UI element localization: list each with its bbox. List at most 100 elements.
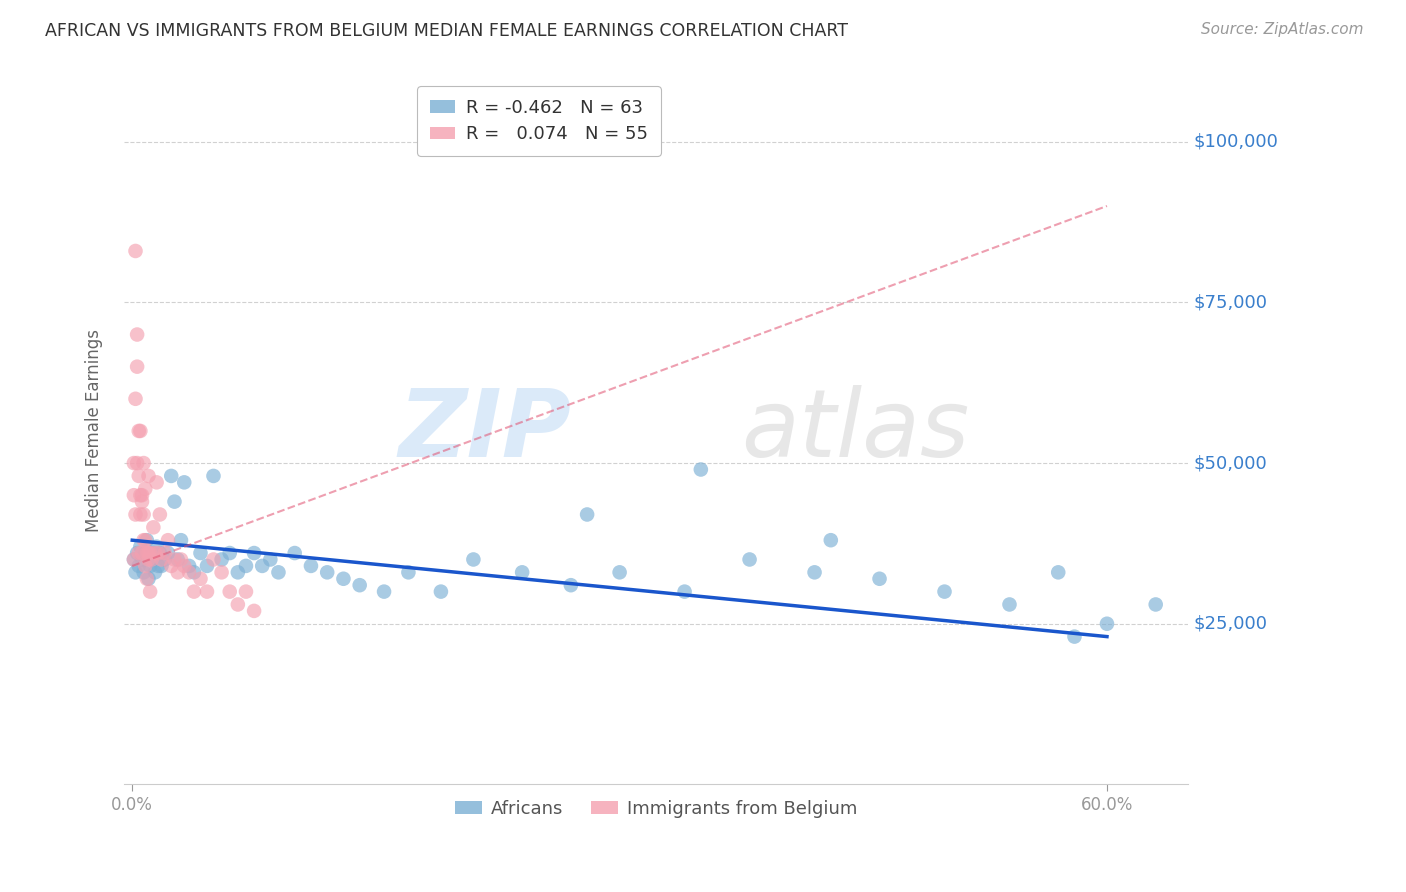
Point <box>869 572 891 586</box>
Point <box>127 327 149 342</box>
Point <box>560 578 582 592</box>
Point <box>160 469 183 483</box>
Point <box>202 552 225 566</box>
Point <box>145 475 167 490</box>
Point <box>142 546 165 560</box>
Point <box>128 469 150 483</box>
Point <box>139 546 162 560</box>
Point <box>166 566 188 580</box>
Point <box>142 520 165 534</box>
Point <box>609 566 631 580</box>
Point <box>190 572 212 586</box>
Point <box>149 508 172 522</box>
Point <box>218 584 240 599</box>
Point <box>129 540 152 554</box>
Point <box>195 584 218 599</box>
Point <box>170 552 193 566</box>
Point <box>430 584 453 599</box>
Y-axis label: Median Female Earnings: Median Female Earnings <box>86 329 103 533</box>
Point <box>803 566 825 580</box>
Point <box>576 508 599 522</box>
Point <box>128 558 150 573</box>
Point <box>153 552 176 566</box>
Point <box>139 584 162 599</box>
Point <box>128 546 150 560</box>
Point <box>150 558 173 573</box>
Point <box>122 488 145 502</box>
Point <box>138 552 160 566</box>
Point <box>179 558 201 573</box>
Point <box>673 584 696 599</box>
Text: $75,000: $75,000 <box>1194 293 1268 311</box>
Point <box>179 566 201 580</box>
Point <box>396 566 419 580</box>
Point <box>934 584 956 599</box>
Point <box>134 558 156 573</box>
Point <box>689 462 711 476</box>
Point <box>129 488 152 502</box>
Text: atlas: atlas <box>741 385 970 476</box>
Point <box>127 456 149 470</box>
Point <box>135 572 157 586</box>
Point <box>132 566 155 580</box>
Point <box>122 552 145 566</box>
Point <box>226 566 249 580</box>
Point <box>998 598 1021 612</box>
Point <box>149 546 172 560</box>
Point <box>156 546 179 560</box>
Point <box>129 424 152 438</box>
Point <box>124 566 146 580</box>
Text: $100,000: $100,000 <box>1194 133 1278 151</box>
Point <box>163 552 186 566</box>
Point <box>128 424 150 438</box>
Point <box>226 598 249 612</box>
Point <box>131 552 153 566</box>
Point <box>153 546 176 560</box>
Point <box>463 552 485 566</box>
Point <box>163 494 186 508</box>
Point <box>1144 598 1167 612</box>
Point <box>145 540 167 554</box>
Text: $25,000: $25,000 <box>1194 615 1268 632</box>
Point <box>138 469 160 483</box>
Point <box>131 494 153 508</box>
Point <box>373 584 395 599</box>
Point <box>170 533 193 548</box>
Text: AFRICAN VS IMMIGRANTS FROM BELGIUM MEDIAN FEMALE EARNINGS CORRELATION CHART: AFRICAN VS IMMIGRANTS FROM BELGIUM MEDIA… <box>45 22 848 40</box>
Point <box>134 482 156 496</box>
Point <box>148 546 170 560</box>
Point <box>131 488 153 502</box>
Point <box>259 552 281 566</box>
Point <box>183 584 205 599</box>
Point <box>139 558 162 573</box>
Legend: Africans, Immigrants from Belgium: Africans, Immigrants from Belgium <box>449 792 865 825</box>
Point <box>243 604 266 618</box>
Text: ZIP: ZIP <box>398 385 571 477</box>
Point <box>141 552 163 566</box>
Point <box>1095 616 1118 631</box>
Point <box>143 546 166 560</box>
Point <box>173 475 195 490</box>
Point <box>349 578 371 592</box>
Point <box>156 533 179 548</box>
Point <box>235 584 257 599</box>
Point <box>124 392 146 406</box>
Point <box>122 456 145 470</box>
Point <box>235 558 257 573</box>
Point <box>135 533 157 548</box>
Point <box>138 572 160 586</box>
Point <box>134 533 156 548</box>
Point <box>299 558 322 573</box>
Point <box>124 244 146 258</box>
Point <box>332 572 354 586</box>
Point <box>135 546 157 560</box>
Point <box>138 546 160 560</box>
Point <box>166 552 188 566</box>
Point <box>284 546 307 560</box>
Point <box>131 546 153 560</box>
Point <box>250 558 273 573</box>
Point <box>243 546 266 560</box>
Point <box>218 546 240 560</box>
Text: $50,000: $50,000 <box>1194 454 1267 472</box>
Point <box>1063 630 1085 644</box>
